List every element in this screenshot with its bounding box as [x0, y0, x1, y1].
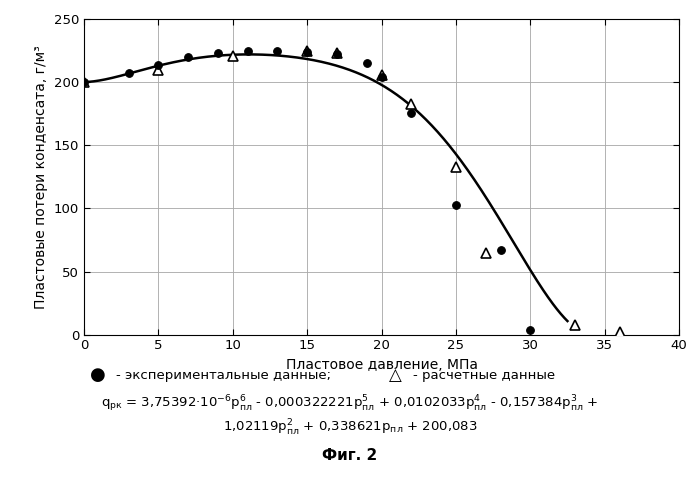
Text: 1,02119p$_{\mathregular{пл}}^{\mathregular{2}}$ + 0,338621p$_{\mathregular{пл}}$: 1,02119p$_{\mathregular{пл}}^{\mathregul… [223, 418, 477, 438]
Text: △: △ [389, 366, 402, 384]
Text: - экспериментальные данные;: - экспериментальные данные; [116, 369, 330, 382]
X-axis label: Пластовое давление, МПа: Пластовое давление, МПа [286, 358, 477, 372]
Text: Фиг. 2: Фиг. 2 [323, 447, 377, 463]
Text: q$_{\mathregular{рк}}$ = 3,75392·10$^{-6}$p$_{\mathregular{пл}}^{\mathregular{6}: q$_{\mathregular{рк}}$ = 3,75392·10$^{-6… [102, 393, 598, 414]
Text: ●: ● [90, 366, 106, 384]
Y-axis label: Пластовые потери конденсата, г/м³: Пластовые потери конденсата, г/м³ [34, 45, 48, 309]
Text: - расчетные данные: - расчетные данные [413, 369, 555, 382]
